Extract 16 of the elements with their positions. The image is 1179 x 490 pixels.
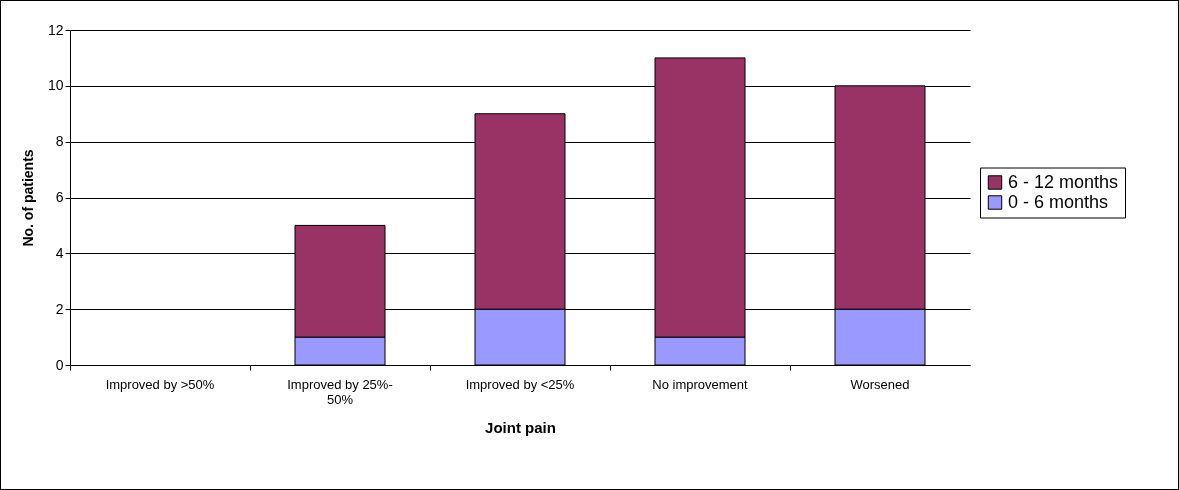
y-tick-label: 6 bbox=[55, 189, 64, 205]
x-tick-label: No improvement bbox=[652, 376, 749, 392]
y-tick-label: 12 bbox=[47, 21, 64, 38]
y-tick-label: 0 bbox=[55, 356, 64, 373]
x-tick-label: Improved by <25% bbox=[465, 376, 575, 392]
y-axis-title: No. of patients bbox=[19, 149, 36, 247]
legend-label: 0 - 6 months bbox=[1008, 191, 1109, 212]
legend-label: 6 - 12 months bbox=[1008, 171, 1119, 192]
x-tick-label: Improved by 25%-50% bbox=[287, 376, 393, 407]
y-tick-label: 4 bbox=[55, 244, 64, 261]
y-tick-label: 8 bbox=[55, 133, 64, 150]
x-tick-label: Worsened bbox=[850, 376, 910, 392]
y-tick-label: 2 bbox=[55, 300, 64, 317]
x-tick-label: Improved by >50% bbox=[105, 376, 215, 392]
y-tick-label: 10 bbox=[47, 77, 64, 94]
x-axis-title: Joint pain bbox=[485, 418, 556, 436]
